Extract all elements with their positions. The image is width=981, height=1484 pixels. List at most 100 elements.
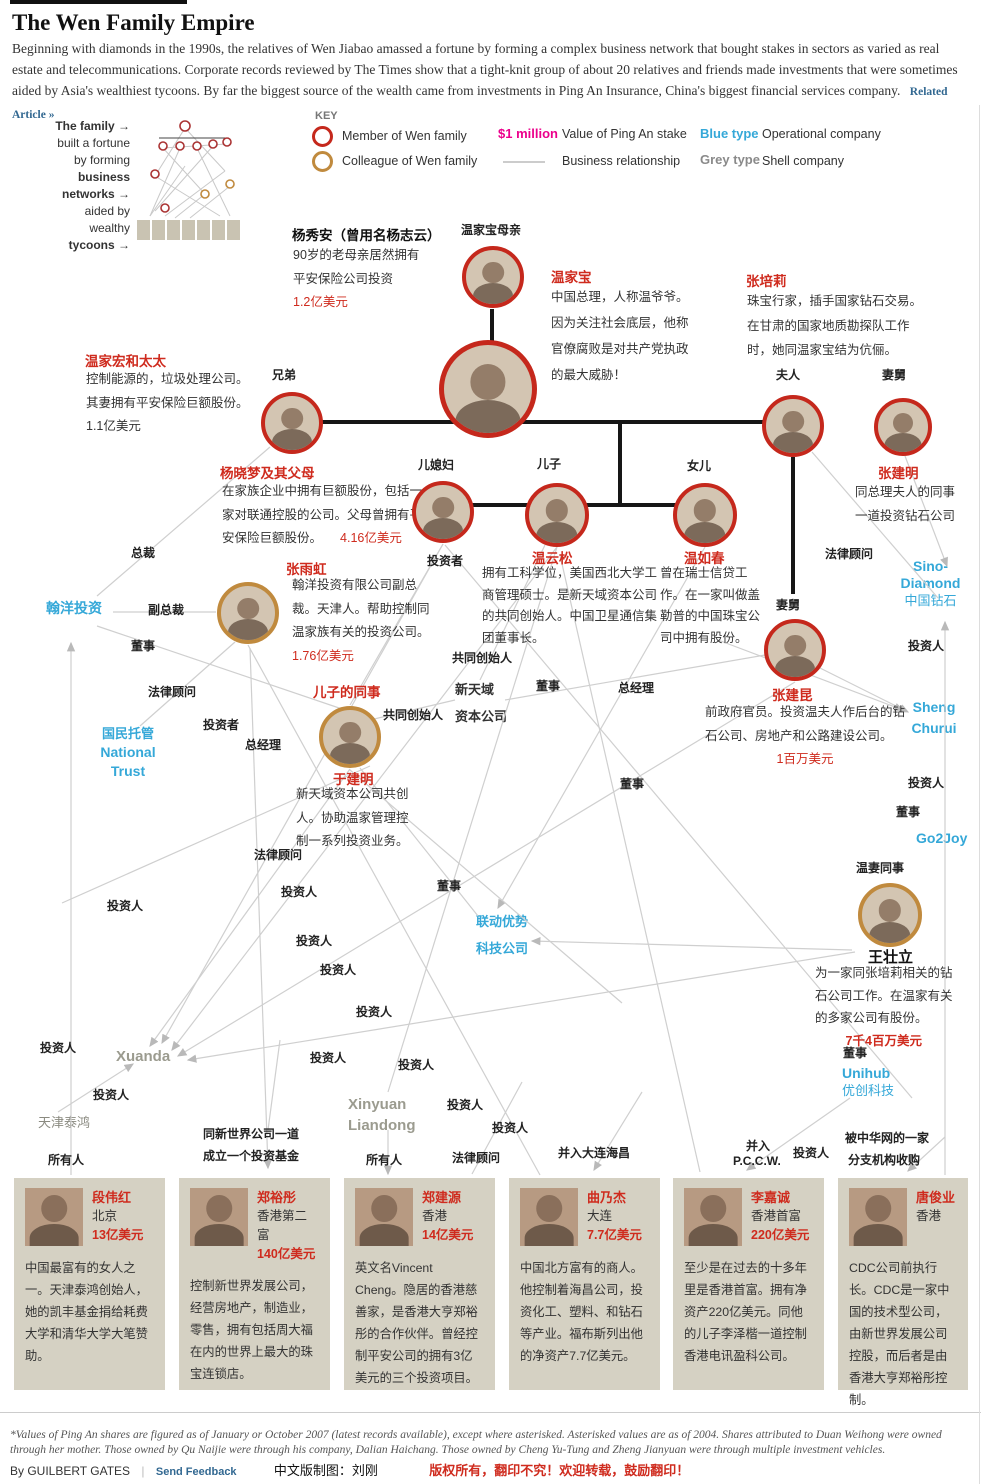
chinese-credit: 中文版制图：刘刚 bbox=[273, 1463, 378, 1478]
footnote: *Values of Ping An shares are figured as… bbox=[10, 1429, 942, 1456]
company-tianjin-taihong: 天津泰鸿 bbox=[38, 1115, 91, 1130]
rel-label: 温妻同事 bbox=[856, 861, 905, 875]
legend-colleague-label: Colleague of Wen family bbox=[342, 154, 478, 168]
card-name: 曲乃杰 bbox=[587, 1190, 627, 1205]
company-hanyang: 翰洋投资 bbox=[46, 600, 102, 616]
card-head: 唐俊业 香港 bbox=[849, 1188, 957, 1246]
card-meta: 郑裕彤 香港第二富 140亿美元 bbox=[257, 1188, 319, 1264]
tycoon-card: 唐俊业 香港 CDC公司前执行长。CDC是一家中国的技术型公司，由新世界发展公司… bbox=[838, 1178, 968, 1407]
text-line: 翰洋投资有限公司副总 bbox=[292, 578, 418, 592]
rel-label: 董事 bbox=[437, 879, 462, 893]
rel-label: 妻舅 bbox=[776, 596, 801, 613]
card-photo bbox=[520, 1188, 578, 1246]
tycoon-card: 曲乃杰 大连 7.7亿美元 中国北方富有的商人。他控制着海昌公司，投资化工、塑料… bbox=[509, 1178, 660, 1390]
photo-zhang-jiankun bbox=[764, 619, 826, 681]
text-line: 控制能源的，垃圾处理公司。 bbox=[86, 372, 249, 386]
company-line: Liandong bbox=[348, 1117, 416, 1134]
text-line: 的共同创始人。中国卫星通信集 bbox=[482, 609, 658, 623]
page-title: The Wen Family Empire bbox=[12, 10, 255, 35]
person-name-sons-colleague: 儿子的同事 bbox=[313, 685, 381, 700]
photo-zhang-jianming bbox=[874, 398, 932, 456]
person-text-zhangyuhong: 翰洋投资有限公司副总 裁。天津人。帮助控制同 温家族有关的投资公司。 1.76亿… bbox=[292, 574, 430, 668]
person-text-zhangpeili: 珠宝行家，插手国家钻石交易。 在甘肃的国家地质勘探队工作 时，她同温家宝结为伉俪… bbox=[747, 289, 922, 363]
mini-caption-line: networks → bbox=[61, 187, 130, 201]
byline: By GUILBERT GATES bbox=[10, 1464, 131, 1478]
company-line: Churui bbox=[911, 720, 957, 736]
footer-divider bbox=[0, 1412, 981, 1413]
related-article-link[interactable]: Related Article » bbox=[12, 86, 948, 121]
rel-label: 夫人 bbox=[776, 368, 801, 382]
card-place: 香港第二富 bbox=[257, 1209, 308, 1242]
card-meta: 曲乃杰 大连 7.7亿美元 bbox=[587, 1188, 642, 1246]
text-line: 团董事长。 bbox=[482, 630, 545, 645]
text-line: 裁。天津人。帮助控制同 bbox=[292, 601, 430, 616]
text-line: 时，她同温家宝结为伉俪。 bbox=[747, 343, 898, 357]
colleague-ring-icon bbox=[312, 151, 333, 172]
company-line: Trust bbox=[110, 763, 146, 779]
text-line: 在家族企业中拥有巨额股份，包括一 bbox=[222, 484, 423, 498]
rel-label: 同新世界公司一道 bbox=[203, 1127, 300, 1141]
mini-caption-line: The family → bbox=[55, 119, 130, 133]
member-ring-icon bbox=[312, 126, 333, 147]
legend-blue-desc: Operational company bbox=[762, 127, 881, 141]
text-line: 的最大威胁！ bbox=[551, 368, 627, 382]
rel-label: 投资者 bbox=[427, 554, 464, 568]
person-text-yangxiaomeng: 在家族企业中拥有巨额股份，包括一 家对联通控股的公司。父母曾拥有平 安保险巨额股… bbox=[222, 480, 422, 551]
company-line: National bbox=[100, 744, 156, 760]
company-xinyuan-liandong: Xinyuan Liandong bbox=[348, 1094, 416, 1136]
rel-label: 总经理 bbox=[245, 738, 282, 752]
card-text: 控制新世界发展公司，经营房地产，制造业，零售，拥有包括周大福在内的世界上最大的珠… bbox=[190, 1279, 313, 1381]
card-head: 曲乃杰 大连 7.7亿美元 bbox=[520, 1188, 649, 1246]
company-line: 科技公司 bbox=[476, 941, 529, 956]
person-text-wenjiabao: 中国总理，人称温爷爷。 因为关注社会底层，他称 官僚腐败是对共产党执政 的最大威… bbox=[551, 284, 689, 388]
person-text-zhangjiankun: 前政府官员。投资温夫人作后台的钻 石公司、房地产和公路建设公司。 1百万美元 bbox=[705, 701, 905, 772]
rel-label: 妻舅 bbox=[882, 368, 907, 382]
rel-label: 投资人 bbox=[296, 934, 333, 948]
person-text-yangxiuan: 90岁的老母亲居然拥有 平安保险公司投资 1.2亿美元 bbox=[293, 244, 419, 315]
card-photo bbox=[25, 1188, 83, 1246]
text-line: 拥有工科学位，美国西北大学工 bbox=[482, 566, 658, 580]
company-liandong: 联动优势 科技公司 bbox=[476, 908, 528, 962]
photo-yu-jianming bbox=[319, 706, 381, 768]
card-meta: 李嘉诚 香港首富 220亿美元 bbox=[751, 1188, 809, 1246]
rel-label: 兄弟 bbox=[272, 368, 297, 382]
byline-separator: | bbox=[141, 1464, 145, 1478]
card-meta: 郑建源 香港 14亿美元 bbox=[422, 1188, 473, 1246]
person-name-yangxiuan: 杨秀安（曾用名杨志云） bbox=[292, 228, 441, 243]
text-line: 作。在一家叫做盖 bbox=[660, 587, 761, 602]
mini-caption-line: tycoons → bbox=[68, 238, 130, 252]
card-name: 唐俊业 bbox=[916, 1190, 956, 1205]
mini-caption: The family → built a fortune by forming … bbox=[8, 118, 130, 254]
photo-wang-zhuangli bbox=[858, 883, 922, 947]
rel-label: 投资人 bbox=[908, 776, 945, 790]
company-line: Xinyuan bbox=[348, 1096, 407, 1113]
mini-network-thumbnail bbox=[137, 120, 240, 240]
company-line: 优创科技 bbox=[842, 1083, 895, 1098]
rel-label: 法律顾问 bbox=[148, 685, 197, 699]
rel-label: 分支机构收购 bbox=[848, 1153, 921, 1167]
rel-label: 被中华网的一家 bbox=[845, 1131, 930, 1145]
card-place: 香港 bbox=[422, 1209, 448, 1223]
person-text-wenruchun: 曾在瑞士信贷工 作。在一家叫做盖 勒普的中国珠宝公 司中拥有股份。 bbox=[660, 563, 760, 649]
card-text: 至少是在过去的十多年里是香港首富。拥有净资产220亿美元。同他的儿子李泽楷一道控… bbox=[684, 1261, 807, 1363]
card-head: 段伟红 北京 13亿美元 bbox=[25, 1188, 154, 1246]
photo-wen-mother bbox=[462, 246, 524, 308]
text-line: 1.1亿美元 bbox=[86, 419, 141, 433]
card-place: 香港 bbox=[916, 1209, 942, 1223]
rel-label: 所有人 bbox=[366, 1153, 403, 1167]
card-text: 中国最富有的女人之一。天津泰鸿创始人，她的凯丰基金捐给耗费大学和清华大学大笔赞助… bbox=[25, 1261, 148, 1363]
rel-label: 共同创始人 bbox=[383, 708, 444, 722]
card-head: 郑建源 香港 14亿美元 bbox=[355, 1188, 484, 1246]
person-text-zhangjianming: 同总理夫人的同事 一道投资钻石公司 bbox=[855, 481, 955, 528]
tycoon-card: 段伟红 北京 13亿美元 中国最富有的女人之一。天津泰鸿创始人，她的凯丰基金捐给… bbox=[14, 1178, 165, 1390]
mini-caption-line: aided by bbox=[84, 204, 130, 218]
card-text: 英文名Vincent Cheng。隐居的香港慈善家，是香港大亨郑裕彤的合作伙伴。… bbox=[355, 1261, 478, 1385]
text-line: 勒普的中国珠宝公 bbox=[660, 609, 761, 623]
text-line: 新天域资本公司共创 bbox=[296, 787, 409, 801]
person-text-yujianming: 新天域资本公司共创 人。协助温家管理控 制一系列投资业务。 bbox=[296, 783, 409, 854]
rel-label: 所有人 bbox=[48, 1153, 85, 1167]
rel-label: 温家宝母亲 bbox=[461, 223, 522, 237]
card-meta: 唐俊业 香港 bbox=[916, 1188, 955, 1246]
page-right-border bbox=[979, 105, 980, 1484]
send-feedback-link[interactable]: Send Feedback bbox=[155, 1466, 237, 1478]
